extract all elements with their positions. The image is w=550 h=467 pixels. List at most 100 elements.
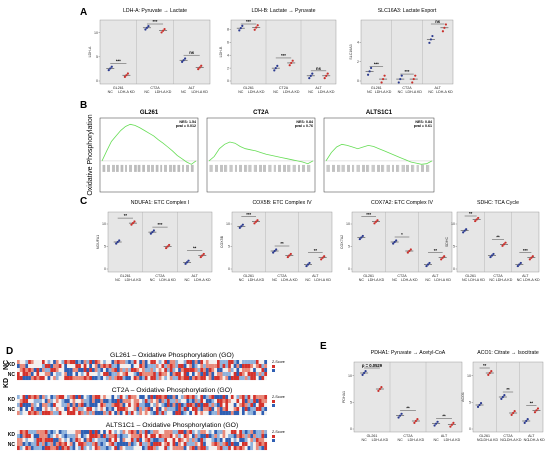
D2-cell (233, 407, 237, 412)
D2-cell (158, 407, 162, 412)
D3-cell (28, 442, 31, 447)
A1-point-nc (147, 25, 150, 28)
D3-cell (17, 442, 20, 447)
D2-cell (205, 411, 209, 416)
D3-cell (58, 430, 62, 435)
D1-cell (67, 368, 70, 373)
D2-cell (158, 399, 162, 404)
D2-cell (150, 395, 154, 400)
D1-cell (100, 360, 104, 365)
C4-point-nc (463, 229, 466, 232)
E1-sig-label: ** (406, 406, 410, 411)
D2-cell (222, 395, 226, 400)
D3-cell (167, 430, 170, 435)
D2-cell (17, 411, 20, 416)
D1-cell (128, 360, 131, 365)
D2-cell (47, 403, 51, 408)
D2-cell (42, 407, 45, 412)
D3-cell (142, 438, 145, 443)
A2-point-kd (325, 74, 328, 77)
A1-sig-label: *** (153, 19, 158, 24)
D2-cell (55, 395, 59, 400)
D2-cell (194, 407, 198, 412)
D1-cell (144, 372, 148, 377)
D3-cell (64, 446, 68, 451)
D2-cell (100, 395, 104, 400)
D3-cell (172, 442, 176, 447)
D2-cell (222, 403, 226, 408)
D3-cell (64, 442, 68, 447)
D1-cell (114, 372, 118, 377)
D1-cell (164, 376, 168, 381)
D3-cell (92, 442, 95, 447)
D2-cell (53, 395, 56, 400)
D1-cell (208, 360, 212, 365)
D2-cell (39, 395, 43, 400)
D2-cell (55, 411, 59, 416)
D1-cell (69, 376, 73, 381)
D1-cell (80, 364, 84, 369)
C1-point-kd (130, 223, 133, 226)
D3-cell (44, 438, 48, 443)
D1-cell (192, 368, 195, 373)
D1-cell (247, 368, 251, 373)
D1-cell (239, 364, 243, 369)
D3-cell (164, 442, 168, 447)
D1-cell (242, 372, 245, 377)
D1-cell (130, 372, 134, 377)
D3-cell (222, 434, 226, 439)
D1-cell (105, 364, 109, 369)
D2-cell (72, 395, 76, 400)
C4-group-label: ALT (522, 274, 529, 278)
D3-cell (261, 446, 265, 451)
D1-cell (61, 376, 65, 381)
A1-point-nc (182, 59, 185, 62)
E2-point-nc (525, 419, 528, 423)
D2-cell (25, 399, 29, 404)
D1-cell (236, 368, 240, 373)
D2-cell (100, 407, 104, 412)
C4-group-label: GL261 (465, 274, 476, 278)
D3-cell (75, 442, 79, 447)
D1-cell (72, 360, 76, 365)
D2-cell (217, 403, 220, 408)
D1-cell (150, 360, 154, 365)
D2-cell (28, 407, 31, 412)
D1-cell (103, 372, 106, 377)
D2-cell (83, 399, 87, 404)
D2-cell (258, 411, 262, 416)
D1-cell (125, 372, 129, 377)
C1-point-kd (201, 254, 204, 257)
D1-cell (183, 364, 187, 369)
D1-cell (136, 372, 140, 377)
D3-cell (230, 430, 234, 435)
D1-cell (53, 376, 56, 381)
D1-cell (164, 360, 168, 365)
D2-cell (178, 395, 181, 400)
D1-cell (50, 376, 54, 381)
D1-cell (97, 364, 101, 369)
D3-cell (25, 442, 29, 447)
D1-cell (136, 360, 140, 365)
D1-cell (86, 376, 90, 381)
D2-cell (108, 411, 112, 416)
D3-cell (64, 438, 68, 443)
D1-cell (130, 364, 134, 369)
D1-cell (139, 372, 143, 377)
C3-sig-label: * (401, 232, 403, 237)
D3-cell (89, 434, 93, 439)
D2-cell (172, 411, 176, 416)
D2-cell (75, 407, 79, 412)
D3-cell (75, 438, 79, 443)
D2-cell (219, 411, 223, 416)
D3-cell (89, 430, 93, 435)
C1-cond-label: NC (184, 278, 190, 282)
D2-cell (239, 395, 243, 400)
D2-cell (186, 411, 190, 416)
A3-point-nc (431, 34, 434, 38)
E2-sig-label: ** (506, 387, 510, 392)
D2-cell (155, 399, 159, 404)
A3-point-nc (399, 77, 402, 81)
A3-cond-label: NC (398, 90, 404, 94)
D3-cell (83, 446, 87, 451)
